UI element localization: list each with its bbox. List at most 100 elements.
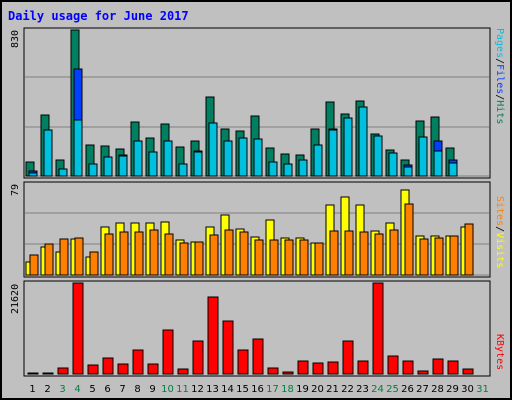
x-tick-label-day-21: 21 [326, 384, 339, 395]
bar-kbytes-day-20 [312, 362, 324, 375]
bar-sites-day-10 [164, 233, 174, 276]
x-tick-label-day-20: 20 [311, 384, 324, 395]
bar-pages-day-15 [238, 137, 248, 177]
x-tick-label-day-24: 24 [371, 384, 384, 395]
bar-kbytes-day-13 [207, 296, 219, 375]
bar-kbytes-day-16 [252, 338, 264, 375]
legend-text-pages-0: Pages [494, 28, 505, 58]
x-tick-label-day-13: 13 [206, 384, 219, 395]
legend-pages-files-hits: Pages/Files/Hits [494, 28, 505, 124]
bar-kbytes-day-2 [42, 372, 54, 375]
bar-sites-day-9 [149, 229, 159, 276]
bar-sites-day-29 [449, 235, 459, 276]
legend-text-sites-0: Sites [494, 196, 505, 226]
x-tick-label-day-1: 1 [29, 384, 35, 395]
bar-sites-day-7 [119, 231, 129, 276]
bar-pages-day-19 [298, 159, 308, 177]
legend-text-kbytes-0: KBytes [494, 334, 505, 370]
bar-sites-day-17 [269, 239, 279, 276]
bar-kbytes-day-9 [147, 363, 159, 375]
bar-pages-day-28 [433, 150, 443, 177]
bar-pages-day-18 [283, 163, 293, 177]
bar-pages-day-17 [268, 161, 278, 177]
bar-sites-day-14 [224, 229, 234, 276]
bar-sites-day-19 [299, 239, 309, 276]
bar-kbytes-day-21 [327, 361, 339, 375]
bar-kbytes-day-17 [267, 367, 279, 375]
legend-text--3: / [494, 94, 505, 100]
x-tick-label-day-7: 7 [119, 384, 125, 395]
legend-kbytes: KBytes [494, 334, 505, 370]
x-tick-label-day-12: 12 [191, 384, 204, 395]
y-max-label-pages: 830 [10, 30, 21, 48]
bar-sites-day-2 [44, 243, 54, 276]
bar-sites-day-4 [74, 237, 84, 276]
bar-sites-day-20 [314, 242, 324, 276]
bar-sites-day-8 [134, 231, 144, 276]
bar-sites-day-27 [419, 238, 429, 276]
bar-pages-day-14 [223, 140, 233, 177]
x-tick-label-day-14: 14 [221, 384, 234, 395]
bar-pages-day-8 [133, 140, 143, 177]
bar-kbytes-day-1 [27, 372, 39, 375]
bar-pages-day-4 [73, 119, 83, 177]
bar-kbytes-day-10 [162, 329, 174, 375]
x-tick-label-day-25: 25 [386, 384, 399, 395]
x-tick-label-day-31: 31 [476, 384, 489, 395]
bar-pages-day-6 [103, 156, 113, 177]
x-tick-label-day-30: 30 [461, 384, 474, 395]
bar-sites-day-25 [389, 229, 399, 276]
x-tick-label-day-29: 29 [446, 384, 459, 395]
bar-kbytes-day-27 [417, 370, 429, 375]
bar-sites-day-6 [104, 233, 114, 276]
bar-sites-day-18 [284, 239, 294, 276]
x-tick-label-day-4: 4 [74, 384, 80, 395]
bar-sites-day-26 [404, 203, 414, 276]
bar-kbytes-day-29 [447, 360, 459, 375]
x-tick-label-day-19: 19 [296, 384, 309, 395]
bar-sites-day-12 [194, 241, 204, 276]
bar-kbytes-day-14 [222, 320, 234, 375]
bar-sites-day-13 [209, 234, 219, 276]
bar-sites-day-3 [59, 238, 69, 276]
bar-sites-day-11 [179, 242, 189, 276]
legend-text--1: / [494, 226, 505, 232]
legend-text-files-2: Files [494, 64, 505, 94]
bar-kbytes-day-4 [72, 282, 84, 375]
y-max-label-visits: 79 [10, 184, 21, 196]
bar-pages-day-22 [343, 117, 353, 177]
bar-pages-day-2 [43, 129, 53, 177]
x-tick-label-day-8: 8 [134, 384, 140, 395]
x-tick-label-day-27: 27 [416, 384, 429, 395]
bar-sites-day-30 [464, 223, 474, 276]
bar-sites-day-21 [329, 230, 339, 276]
bar-sites-day-15 [239, 231, 249, 276]
bar-kbytes-day-15 [237, 349, 249, 375]
x-tick-label-day-26: 26 [401, 384, 414, 395]
y-max-label-kbytes: 21620 [10, 284, 21, 314]
legend-text--1: / [494, 58, 505, 64]
bar-pages-day-11 [178, 163, 188, 177]
bar-pages-day-26 [403, 166, 413, 177]
bar-kbytes-day-23 [357, 360, 369, 375]
bar-pages-day-29 [448, 162, 458, 177]
x-tick-label-day-17: 17 [266, 384, 279, 395]
bar-pages-day-20 [313, 144, 323, 177]
x-tick-label-day-28: 28 [431, 384, 444, 395]
bar-kbytes-day-25 [387, 355, 399, 375]
bar-pages-day-10 [163, 140, 173, 177]
bar-sites-day-16 [254, 239, 264, 276]
x-tick-label-day-23: 23 [356, 384, 369, 395]
x-tick-label-day-22: 22 [341, 384, 354, 395]
bar-pages-day-27 [418, 136, 428, 177]
bar-pages-day-12 [193, 151, 203, 177]
x-tick-label-day-9: 9 [149, 384, 155, 395]
bar-pages-day-1 [28, 172, 38, 177]
x-tick-label-day-15: 15 [236, 384, 249, 395]
x-tick-label-day-11: 11 [176, 384, 189, 395]
legend-sites-visits: Sites/Visits [494, 196, 505, 268]
bar-kbytes-day-26 [402, 360, 414, 375]
bar-sites-day-5 [89, 251, 99, 276]
bar-kbytes-day-7 [117, 363, 129, 375]
